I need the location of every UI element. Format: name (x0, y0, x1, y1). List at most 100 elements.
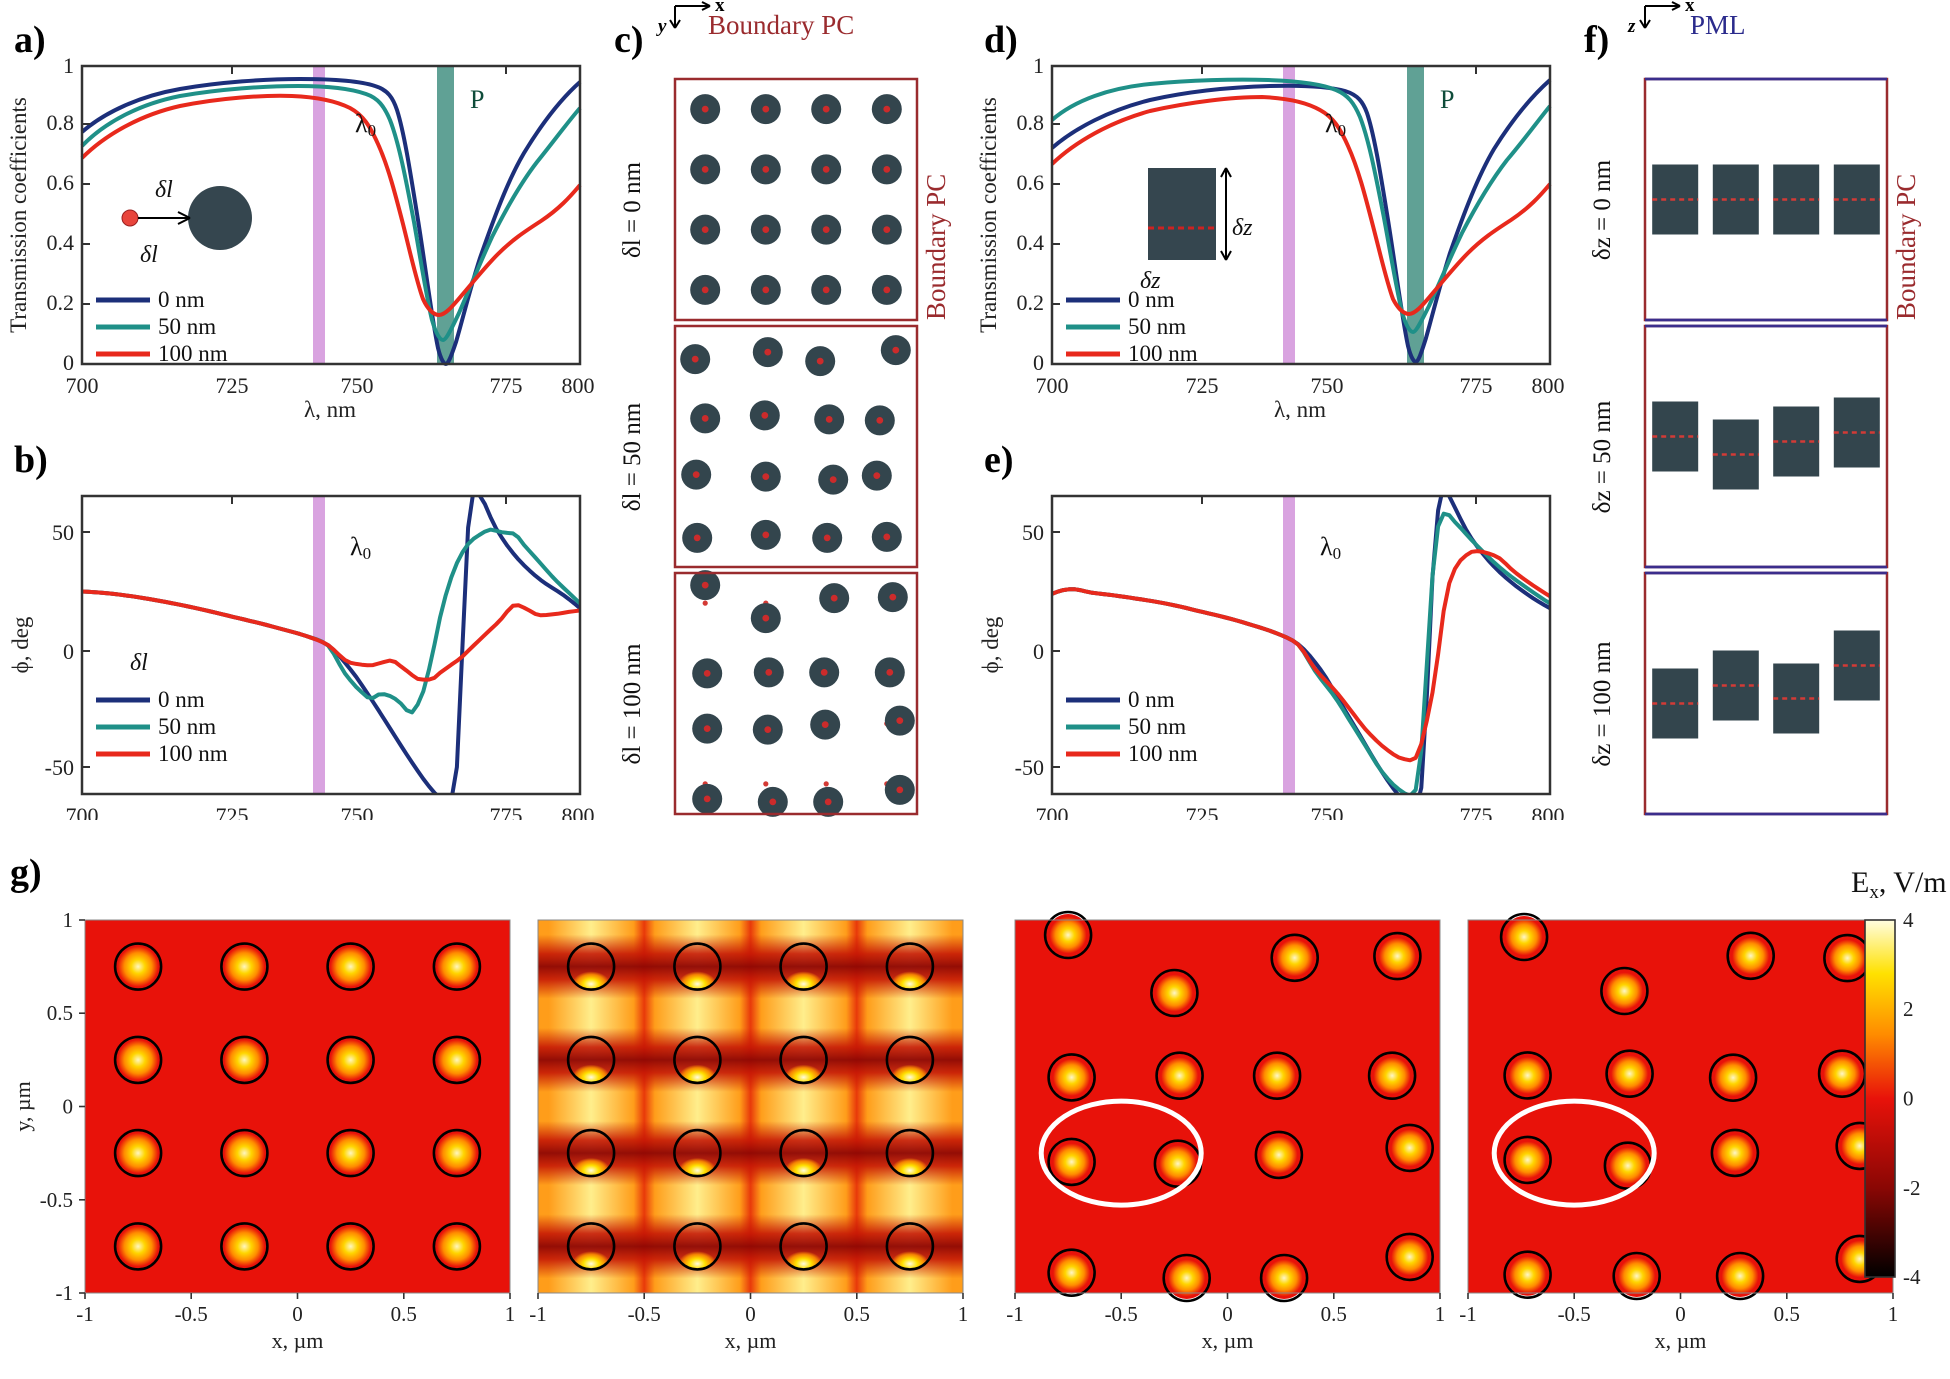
svg-text:1: 1 (1888, 1302, 1899, 1326)
svg-text:ϕ, deg: ϕ, deg (8, 616, 33, 673)
svg-text:775: 775 (1460, 373, 1493, 398)
svg-text:50: 50 (1022, 520, 1044, 545)
svg-text:0: 0 (292, 1302, 303, 1326)
svg-text:-1: -1 (529, 1302, 547, 1326)
svg-text:100 nm: 100 nm (1128, 341, 1198, 366)
svg-text:50: 50 (52, 520, 74, 545)
svg-text:50 nm: 50 nm (1128, 314, 1186, 339)
svg-text:0.2: 0.2 (1017, 290, 1045, 315)
svg-text:-1: -1 (76, 1302, 94, 1326)
svg-text:100 nm: 100 nm (1128, 741, 1198, 766)
svg-text:-50: -50 (1015, 755, 1044, 780)
svg-text:0.5: 0.5 (844, 1302, 870, 1326)
svg-text:800: 800 (562, 373, 595, 398)
svg-text:Boundary PC: Boundary PC (708, 10, 854, 40)
svg-text:1: 1 (958, 1302, 969, 1326)
svg-text:0.8: 0.8 (1017, 110, 1045, 135)
svg-text:775: 775 (490, 803, 523, 820)
svg-text:Ex, V/m: Ex, V/m (1851, 866, 1947, 903)
svg-text:725: 725 (216, 803, 249, 820)
svg-text:0: 0 (63, 350, 74, 375)
svg-text:y: y (656, 16, 667, 37)
svg-text:δl: δl (130, 650, 148, 676)
svg-text:700: 700 (66, 803, 99, 820)
svg-text:1: 1 (1033, 53, 1044, 78)
svg-text:800: 800 (1532, 803, 1565, 820)
svg-text:-2: -2 (1903, 1176, 1921, 1200)
svg-text:λ0: λ0 (1325, 109, 1346, 140)
svg-text:g): g) (10, 852, 42, 894)
svg-text:800: 800 (1532, 373, 1565, 398)
svg-text:50 nm: 50 nm (158, 714, 216, 739)
svg-text:0.4: 0.4 (1017, 230, 1045, 255)
svg-text:0 nm: 0 nm (158, 287, 205, 312)
svg-text:-0.5: -0.5 (40, 1188, 73, 1212)
svg-text:50 nm: 50 nm (158, 314, 216, 339)
svg-text:800: 800 (562, 803, 595, 820)
svg-text:x, µm: x, µm (1655, 1328, 1707, 1353)
svg-text:Transmission coefficients: Transmission coefficients (6, 97, 31, 333)
svg-text:1: 1 (505, 1302, 516, 1326)
svg-text:x, µm: x, µm (725, 1328, 777, 1353)
svg-text:0: 0 (745, 1302, 756, 1326)
svg-text:1: 1 (63, 53, 74, 78)
svg-text:750: 750 (341, 373, 374, 398)
svg-text:Boundary PC: Boundary PC (1891, 174, 1921, 320)
svg-text:Transmission coefficients: Transmission coefficients (976, 97, 1001, 333)
svg-text:-1: -1 (1459, 1302, 1477, 1326)
svg-text:δz: δz (1232, 215, 1253, 241)
svg-text:z: z (1627, 16, 1636, 37)
svg-text:δz = 100 nm: δz = 100 nm (1589, 641, 1616, 767)
svg-text:-0.5: -0.5 (1105, 1302, 1138, 1326)
svg-text:0.4: 0.4 (47, 230, 75, 255)
svg-text:750: 750 (1311, 803, 1344, 820)
svg-text:λ0: λ0 (350, 532, 371, 563)
svg-text:700: 700 (1036, 373, 1069, 398)
svg-text:x, µm: x, µm (272, 1328, 324, 1353)
svg-text:y, µm: y, µm (10, 1081, 35, 1131)
svg-text:0.5: 0.5 (1321, 1302, 1347, 1326)
svg-text:2: 2 (1903, 997, 1914, 1021)
svg-text:100 nm: 100 nm (158, 741, 228, 766)
svg-text:0 nm: 0 nm (1128, 287, 1175, 312)
svg-text:P: P (470, 85, 484, 114)
svg-text:0: 0 (63, 639, 74, 664)
svg-text:δz = 50 nm: δz = 50 nm (1589, 400, 1616, 513)
svg-text:4: 4 (1903, 908, 1914, 932)
svg-text:-0.5: -0.5 (175, 1302, 208, 1326)
svg-text:0.8: 0.8 (47, 110, 75, 135)
svg-text:0: 0 (1675, 1302, 1686, 1326)
svg-text:0: 0 (63, 1095, 74, 1119)
svg-text:0.6: 0.6 (1017, 170, 1045, 195)
svg-text:Boundary PC: Boundary PC (921, 174, 951, 320)
svg-text:700: 700 (1036, 803, 1069, 820)
svg-text:0: 0 (1033, 350, 1044, 375)
svg-text:0.5: 0.5 (391, 1302, 417, 1326)
svg-text:δl: δl (155, 177, 173, 203)
svg-text:δz = 0 nm: δz = 0 nm (1589, 159, 1616, 260)
svg-text:750: 750 (1311, 373, 1344, 398)
svg-text:-1: -1 (1006, 1302, 1024, 1326)
svg-text:775: 775 (490, 373, 523, 398)
svg-text:PML: PML (1690, 10, 1746, 40)
svg-text:0.5: 0.5 (1774, 1302, 1800, 1326)
svg-text:725: 725 (1186, 373, 1219, 398)
svg-text:1: 1 (1435, 1302, 1446, 1326)
svg-text:-0.5: -0.5 (628, 1302, 661, 1326)
svg-text:δl: δl (140, 242, 158, 268)
svg-text:-4: -4 (1903, 1265, 1921, 1289)
svg-text:-0.5: -0.5 (1558, 1302, 1591, 1326)
svg-text:-1: -1 (56, 1281, 74, 1305)
svg-text:x, µm: x, µm (1202, 1328, 1254, 1353)
svg-text:50 nm: 50 nm (1128, 714, 1186, 739)
svg-text:725: 725 (216, 373, 249, 398)
svg-text:ϕ, deg: ϕ, deg (978, 616, 1003, 673)
svg-text:0.2: 0.2 (47, 290, 75, 315)
svg-text:0 nm: 0 nm (1128, 687, 1175, 712)
svg-text:750: 750 (341, 803, 374, 820)
svg-text:775: 775 (1460, 803, 1493, 820)
svg-text:P: P (1440, 85, 1454, 114)
svg-text:λ0: λ0 (1320, 532, 1341, 563)
svg-text:0.5: 0.5 (47, 1001, 73, 1025)
svg-text:0: 0 (1903, 1087, 1914, 1111)
